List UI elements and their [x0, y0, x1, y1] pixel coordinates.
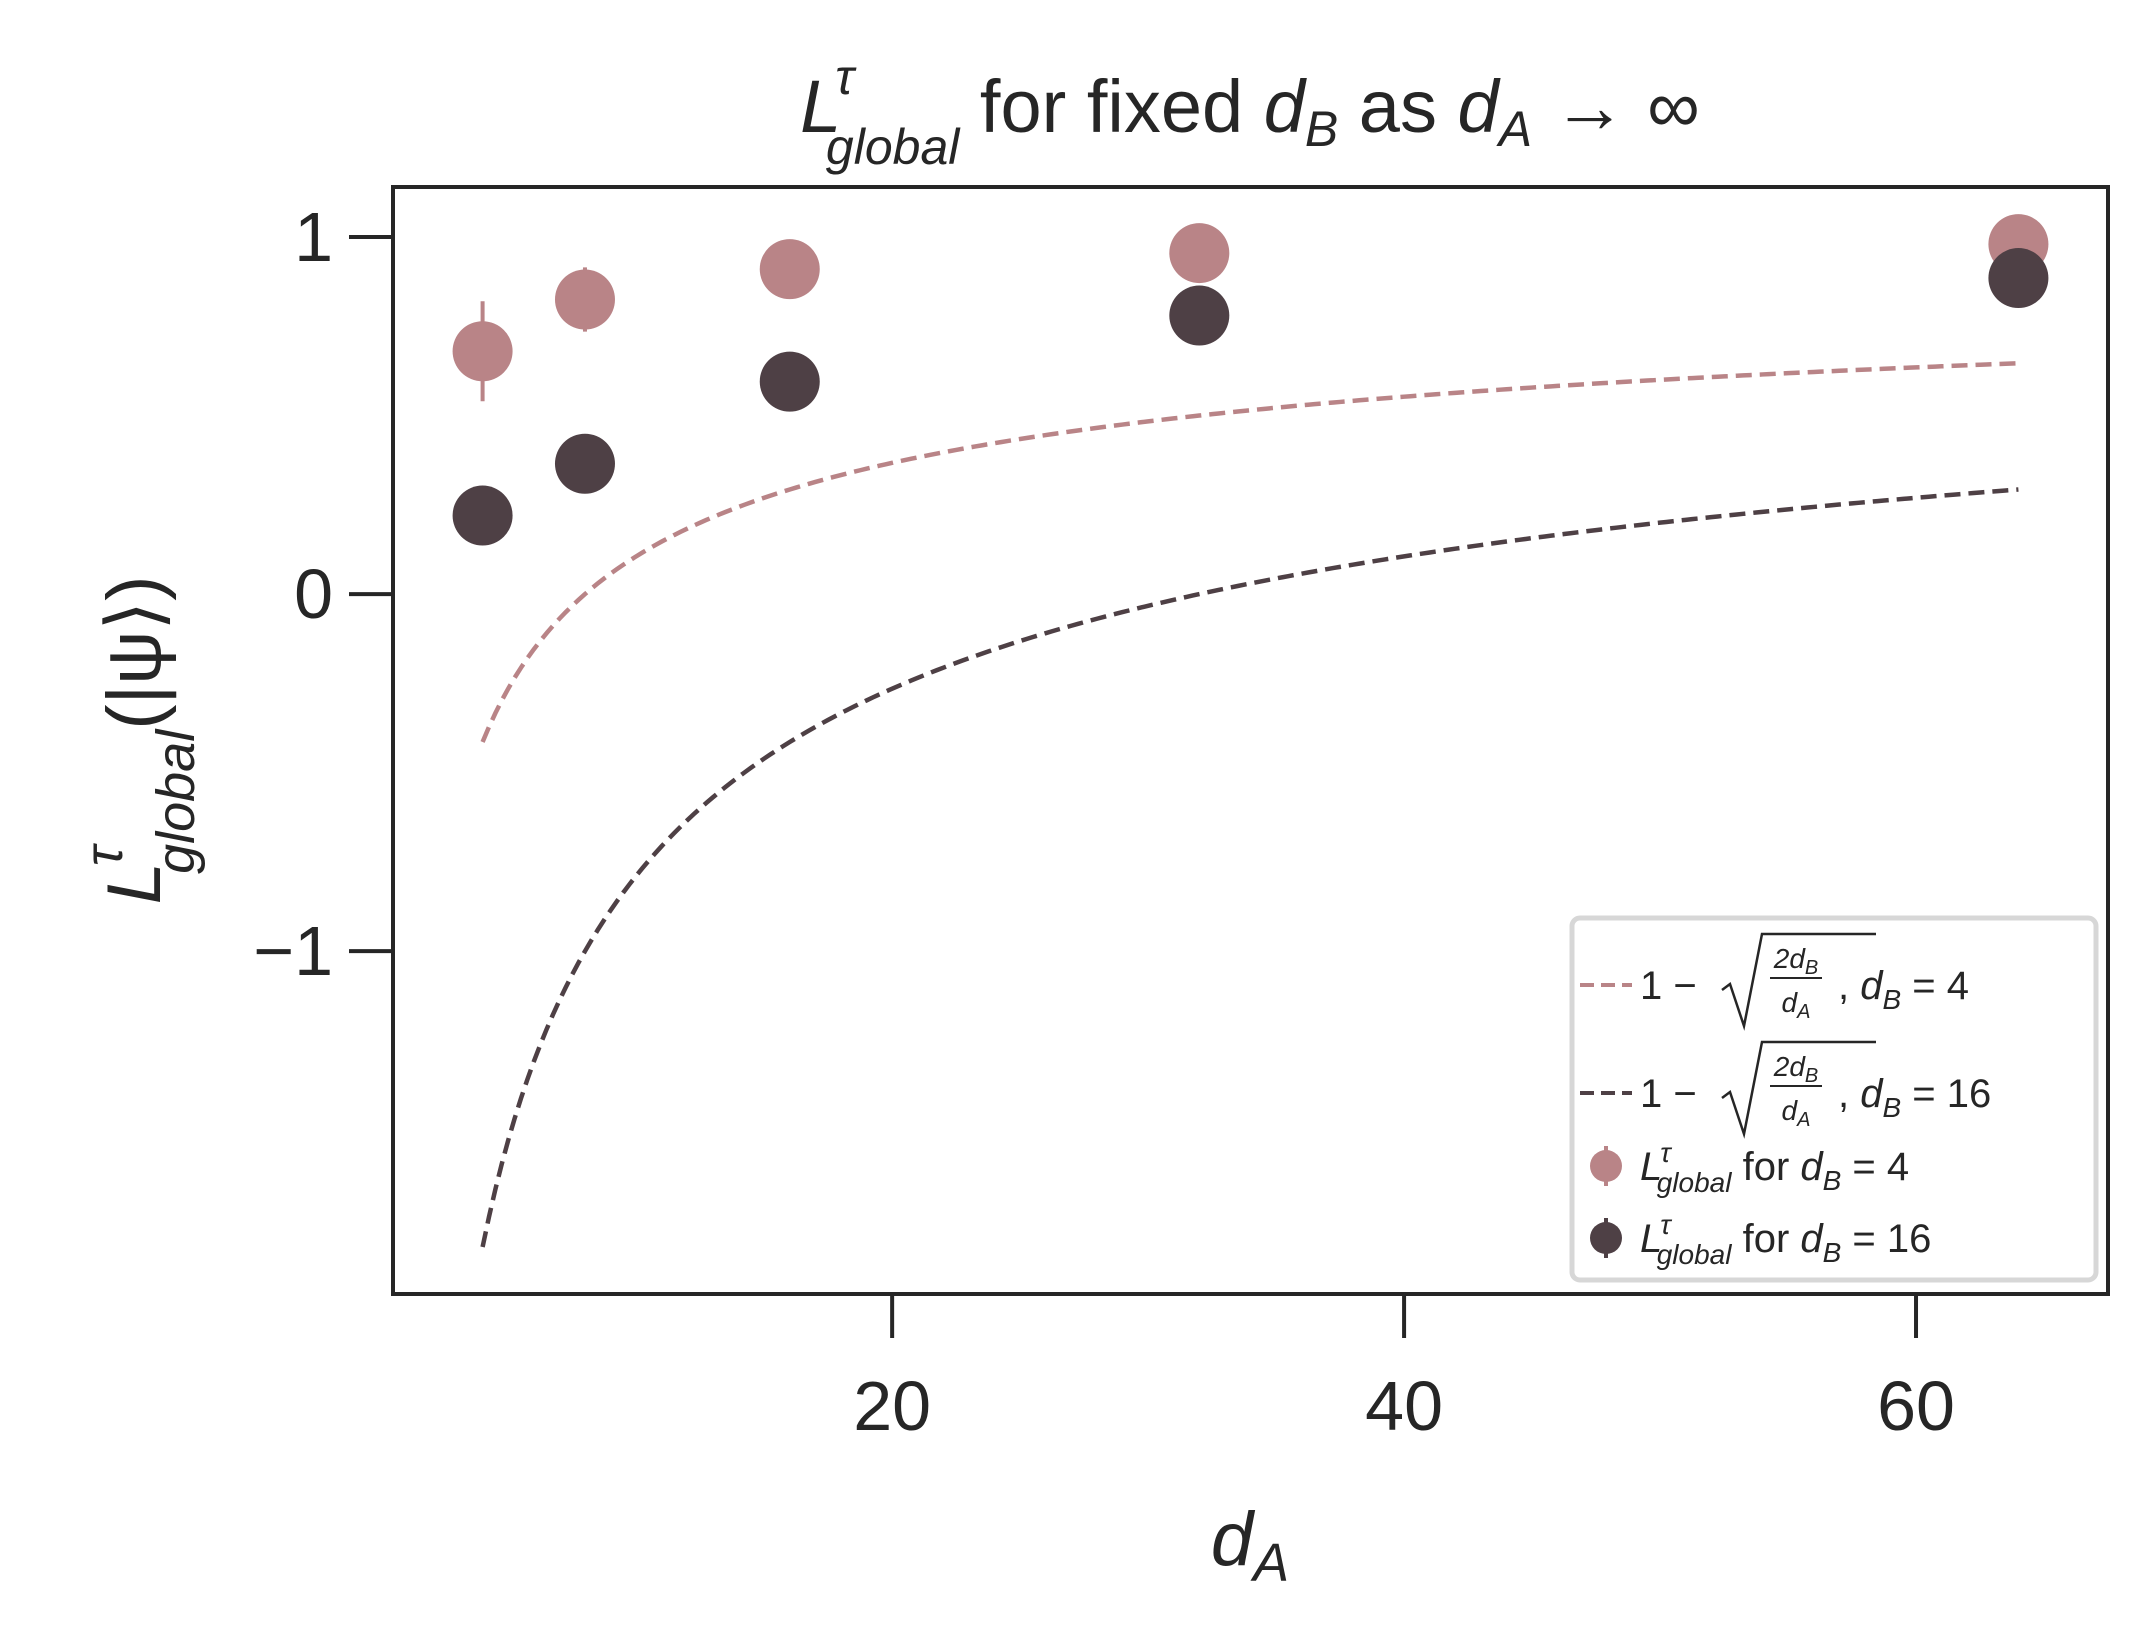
- x-axis-label: dA: [1211, 1497, 1289, 1593]
- data-point-db16: [759, 351, 820, 412]
- data-point-db4: [554, 269, 615, 330]
- y-axis-label: Lτ global(|ψ⟩): [74, 576, 206, 905]
- ticks-layer: 20 40 60 1 0 −1: [253, 198, 1955, 1445]
- x-tick-label: 40: [1365, 1367, 1443, 1445]
- legend-entry-curve-db16: 1 − 2dB dA , dB = 16: [1580, 1040, 1991, 1139]
- legend-frac-den-1: dA: [1782, 987, 1811, 1023]
- legend-sqrt-sign-2: [1721, 1040, 1876, 1139]
- legend-entry-points-db16: Lτ global for dB = 16: [1590, 1209, 1931, 1270]
- legend-frac-num-2: 2dB: [1773, 1051, 1819, 1087]
- data-point-db4: [1169, 223, 1230, 284]
- legend-frac-den-2: dA: [1782, 1095, 1811, 1131]
- data-point-db16: [1988, 248, 2049, 309]
- legend-swatch-marker-db16: [1590, 1222, 1622, 1254]
- legend-label-points-db16: Lτ global for dB = 16: [1640, 1209, 1931, 1270]
- legend-frame: [1569, 915, 2099, 1283]
- y-tick-label: 1: [294, 198, 333, 276]
- legend-frac-num-1: 2dB: [1773, 943, 1819, 979]
- curve-line-db16: [480, 487, 2019, 1248]
- legend-swatch-marker-db4: [1590, 1150, 1622, 1182]
- data-point-db16: [452, 485, 513, 546]
- data-point-db16: [554, 433, 615, 494]
- y-tick-label: 0: [294, 555, 333, 633]
- x-tick-label: 20: [853, 1367, 931, 1445]
- data-point-db16: [1169, 285, 1230, 346]
- curve-layer: [480, 361, 2019, 1248]
- legend-entry-curve-db4: 1 − 2dB dA , dB = 4: [1580, 932, 1969, 1031]
- points-layer: [452, 214, 2049, 546]
- legend-sqrt-sign-1: [1721, 932, 1876, 1031]
- legend: 1 − 2dB dA , dB = 4 1 − 2dB dA , dB = 16…: [1569, 915, 2099, 1283]
- legend-label-points-db4: Lτ global for dB = 4: [1640, 1137, 1909, 1198]
- y-tick-label: −1: [253, 912, 333, 990]
- legend-label-curve-db16-prefix: 1 −: [1640, 1072, 1697, 1116]
- plot-area: [391, 185, 2110, 1296]
- chart-title: Lτ global for fixed dB as dA → ∞: [800, 49, 1700, 175]
- x-tick-label: 60: [1877, 1367, 1955, 1445]
- legend-label-curve-db16-suffix: , dB = 16: [1838, 1072, 1991, 1123]
- curve-line-db4: [480, 361, 2019, 743]
- legend-label-curve-db4-prefix: 1 −: [1640, 964, 1697, 1008]
- data-point-db4: [452, 321, 513, 382]
- legend-entry-points-db4: Lτ global for dB = 4: [1590, 1137, 1909, 1198]
- legend-label-curve-db4-suffix: , dB = 4: [1838, 964, 1969, 1015]
- data-point-db4: [759, 239, 820, 300]
